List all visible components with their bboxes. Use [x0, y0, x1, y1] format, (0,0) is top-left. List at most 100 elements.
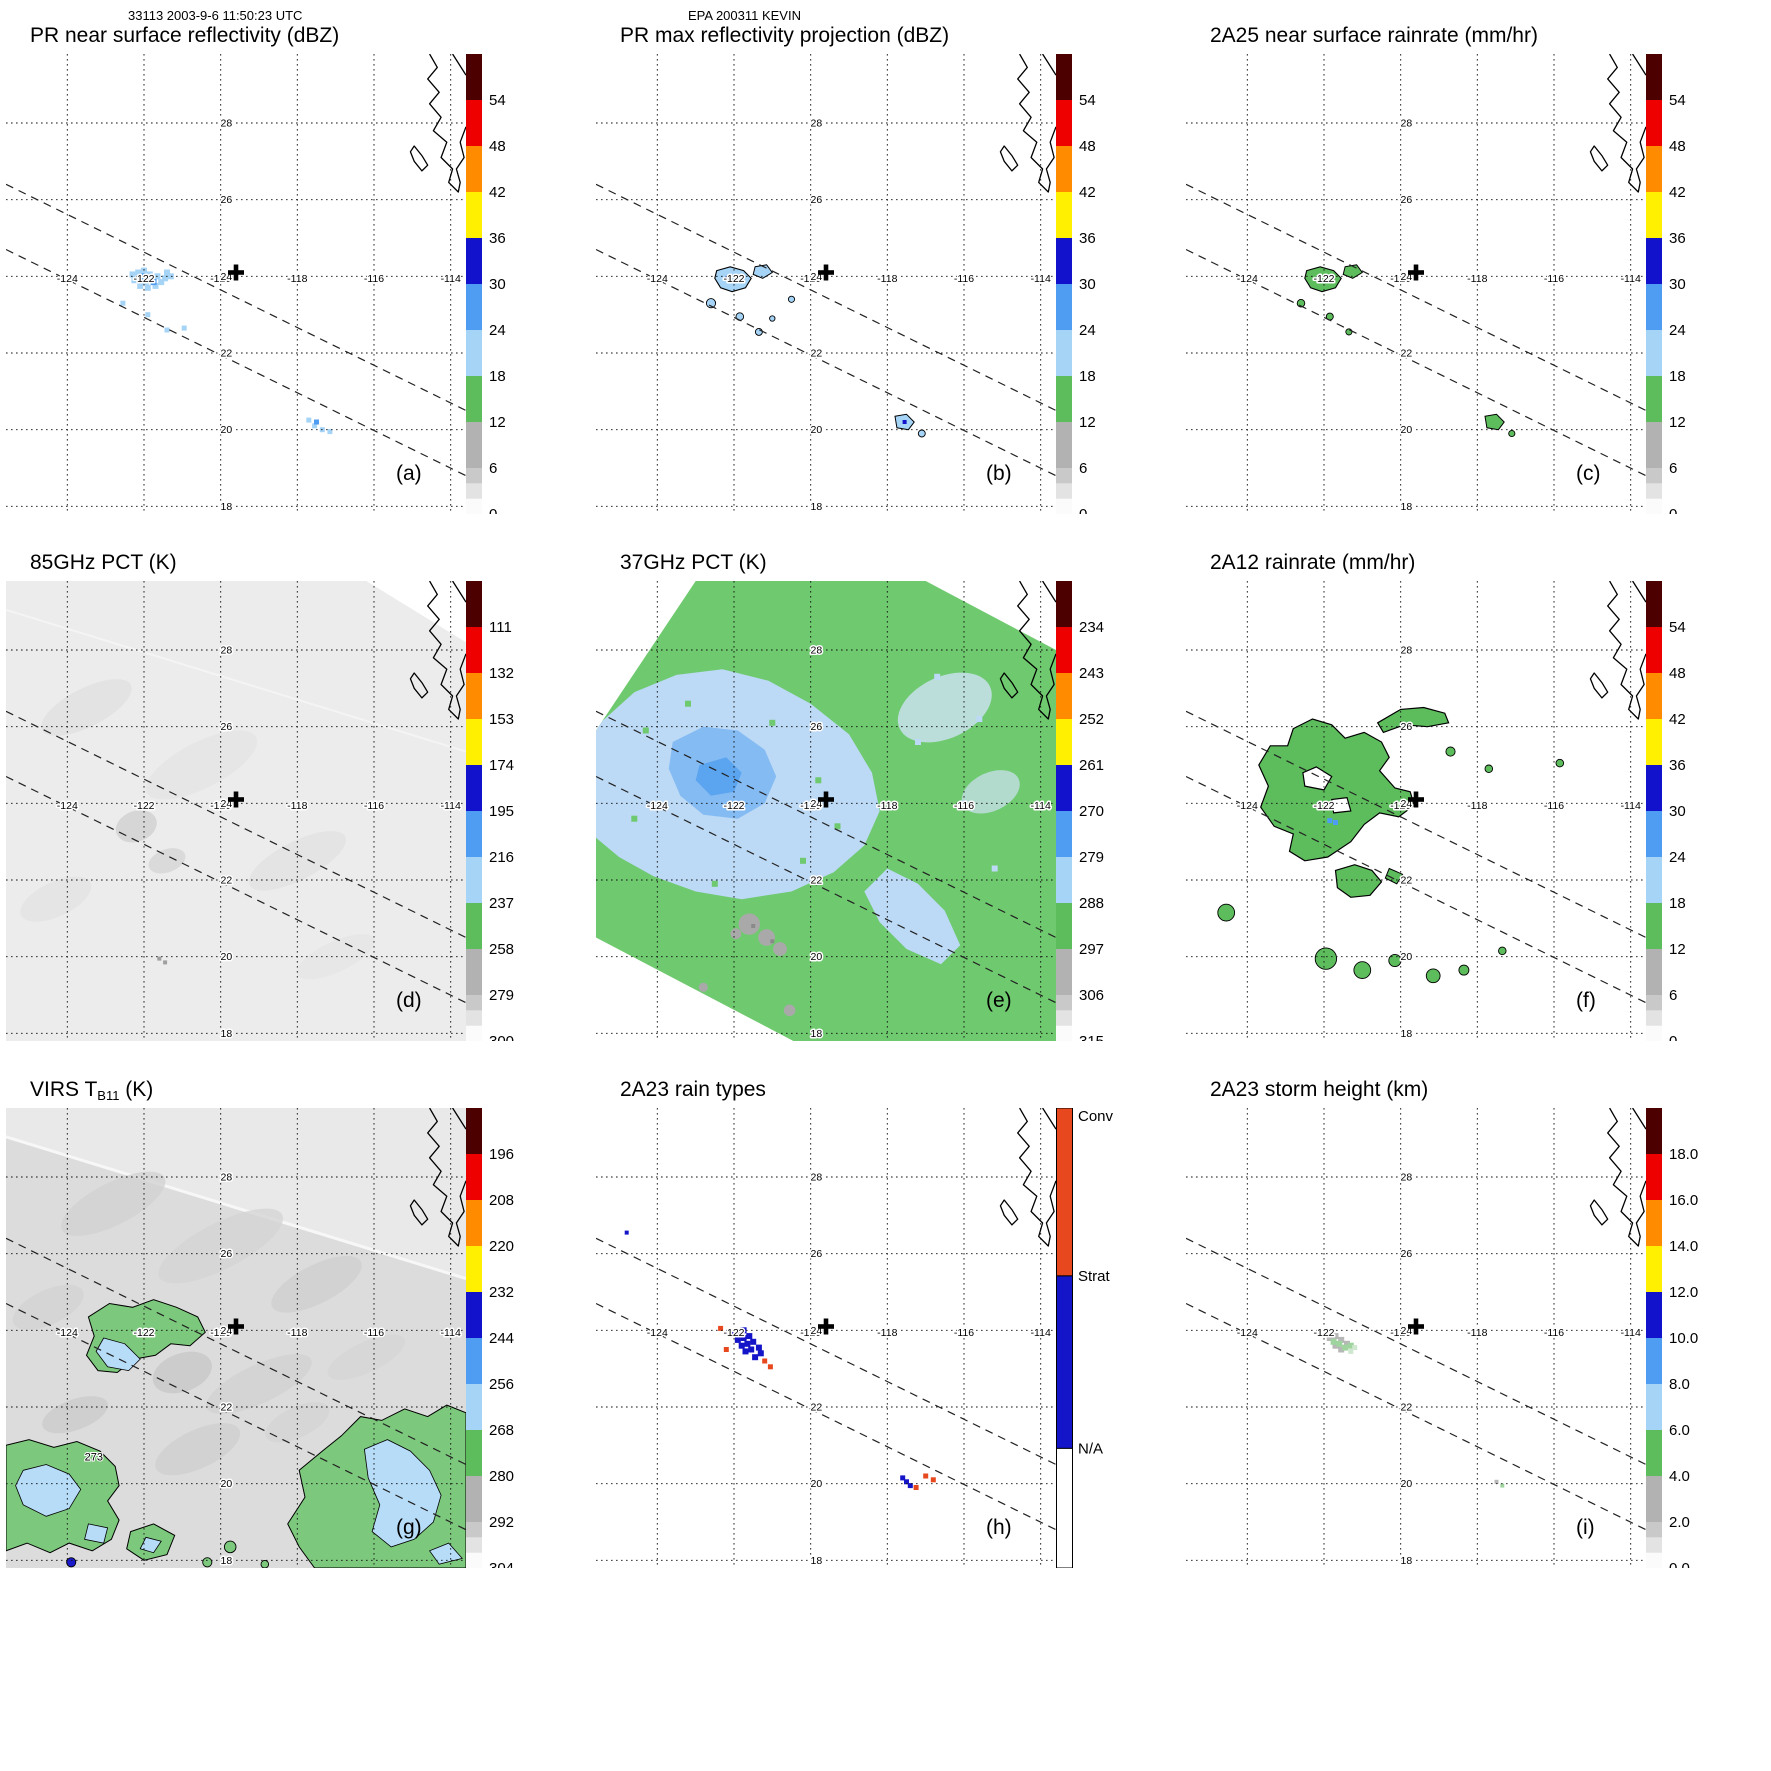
- svg-text:22: 22: [221, 1402, 233, 1414]
- svg-text:-120: -120: [800, 273, 821, 285]
- svg-text:-124: -124: [1237, 800, 1258, 812]
- svg-text:12: 12: [489, 414, 506, 431]
- svg-text:36: 36: [1079, 230, 1096, 247]
- svg-text:196: 196: [489, 1146, 514, 1163]
- panel-b: PR max reflectivity projection (dBZ) -124…: [590, 24, 1180, 551]
- svg-text:54: 54: [1669, 619, 1686, 636]
- svg-text:-116: -116: [364, 800, 384, 812]
- svg-text:208: 208: [489, 1192, 514, 1209]
- svg-text:258: 258: [489, 941, 514, 958]
- swath-edge-lines: [6, 183, 466, 477]
- coastline: [1589, 1108, 1646, 1247]
- svg-text:28: 28: [221, 1172, 233, 1184]
- panel-title-h: 2A23 rain types: [620, 1078, 766, 1101]
- svg-text:26: 26: [811, 721, 823, 733]
- svg-text:26: 26: [1401, 194, 1413, 206]
- svg-text:-118: -118: [877, 800, 897, 812]
- svg-text:-114: -114: [1621, 1327, 1641, 1339]
- panel-h: 2A23 rain types -124 -122 -120 -118 -116 -114 2…: [590, 1078, 1180, 1605]
- svg-text:28: 28: [221, 645, 233, 657]
- svg-text:18.0: 18.0: [1669, 1146, 1698, 1163]
- panel-title-a: PR near surface reflectivity (dBZ): [30, 24, 340, 47]
- svg-text:18: 18: [811, 1555, 823, 1567]
- colorbar-e: 234 243 252 261 270 279 288 297 306 315: [1056, 581, 1104, 1041]
- svg-text:42: 42: [1669, 711, 1686, 728]
- svg-text:26: 26: [811, 1248, 823, 1260]
- svg-text:292: 292: [489, 1514, 514, 1531]
- panel-title-e: 37GHz PCT (K): [620, 551, 767, 574]
- svg-text:-114: -114: [441, 800, 461, 812]
- svg-text:26: 26: [1401, 721, 1413, 733]
- svg-text:-124: -124: [57, 800, 78, 812]
- coastline: [1589, 54, 1646, 193]
- trmm-overpass-figure: 33113 2003-9-6 11:50:23 UTC EPA 200311 K…: [0, 8, 1698, 1605]
- svg-text:216: 216: [489, 849, 514, 866]
- svg-text:18: 18: [811, 501, 823, 513]
- svg-text:54: 54: [1669, 92, 1686, 109]
- svg-text:20: 20: [221, 424, 233, 436]
- svg-text:252: 252: [1079, 711, 1104, 728]
- svg-text:48: 48: [1079, 138, 1096, 155]
- svg-text:18: 18: [221, 1028, 233, 1040]
- svg-text:18: 18: [221, 1555, 233, 1567]
- svg-text:18: 18: [489, 368, 506, 385]
- svg-text:Strat: Strat: [1078, 1268, 1111, 1285]
- panel-letter-f: (f): [1576, 989, 1596, 1012]
- svg-text:-124: -124: [1237, 1327, 1258, 1339]
- svg-text:26: 26: [1401, 1248, 1413, 1260]
- svg-text:48: 48: [489, 138, 506, 155]
- svg-text:-122: -122: [133, 800, 154, 812]
- svg-text:304: 304: [489, 1560, 514, 1568]
- panel-title-b: PR max reflectivity projection (dBZ): [620, 24, 950, 47]
- grid-lines: [1186, 1108, 1646, 1568]
- svg-text:6.0: 6.0: [1669, 1422, 1690, 1439]
- svg-text:6: 6: [489, 460, 497, 477]
- svg-text:18: 18: [1669, 895, 1686, 912]
- swath-edge-lines: [6, 1237, 466, 1531]
- svg-text:-118: -118: [1467, 800, 1487, 812]
- svg-text:18: 18: [1079, 368, 1096, 385]
- swath-edge-lines: [1186, 1237, 1646, 1531]
- svg-text:279: 279: [489, 987, 514, 1004]
- panel-letter-a: (a): [396, 462, 422, 485]
- svg-text:256: 256: [489, 1376, 514, 1393]
- svg-text:-122: -122: [723, 800, 744, 812]
- svg-text:22: 22: [1401, 348, 1413, 360]
- panel-title-f: 2A12 rainrate (mm/hr): [1210, 551, 1416, 574]
- svg-text:28: 28: [811, 118, 823, 130]
- svg-text:-120: -120: [1390, 1327, 1411, 1339]
- panel-letter-d: (d): [396, 989, 422, 1012]
- storm-center-cross: [818, 791, 834, 808]
- coastline: [409, 54, 466, 193]
- svg-text:42: 42: [489, 184, 506, 201]
- svg-text:28: 28: [811, 645, 823, 657]
- svg-text:42: 42: [1669, 184, 1686, 201]
- colorbar-b: 54 48 42 36 30 24 18 12 6 0: [1056, 54, 1096, 514]
- svg-text:-116: -116: [954, 1327, 974, 1339]
- svg-text:20: 20: [811, 424, 823, 436]
- panel-letter-h: (h): [986, 1516, 1012, 1539]
- panel-a: PR near surface reflectivity (dBZ) -124 -1…: [0, 24, 590, 551]
- svg-text:24: 24: [1669, 322, 1686, 339]
- svg-text:-120: -120: [1390, 800, 1411, 812]
- svg-text:24: 24: [1079, 322, 1096, 339]
- svg-text:-116: -116: [954, 273, 974, 285]
- panel-e: 37GHz PCT (K) -124 -122 -120 -118 -116 -114 28 2…: [590, 551, 1180, 1078]
- swath-edge-lines: [6, 710, 466, 1004]
- svg-text:22: 22: [811, 1402, 823, 1414]
- map-g: 273-124 -122 -120 -118 -116 -114282624222018(…: [6, 1108, 466, 1568]
- colorbar-a: 54 48 42 36 30 24 18 12 6 0: [466, 54, 506, 514]
- svg-text:26: 26: [221, 721, 233, 733]
- colorbar-i: 18.0 16.0 14.0 12.0 10.0 8.0 6.0 4.0 2.0 0.0: [1646, 1108, 1698, 1568]
- svg-text:174: 174: [489, 757, 514, 774]
- panel-letter-b: (b): [986, 462, 1012, 485]
- svg-text:-118: -118: [287, 1327, 307, 1339]
- colorbar-f: 54 48 42 36 30 24 18 12 6 0: [1646, 581, 1686, 1041]
- storm-center-cross: [1408, 264, 1424, 281]
